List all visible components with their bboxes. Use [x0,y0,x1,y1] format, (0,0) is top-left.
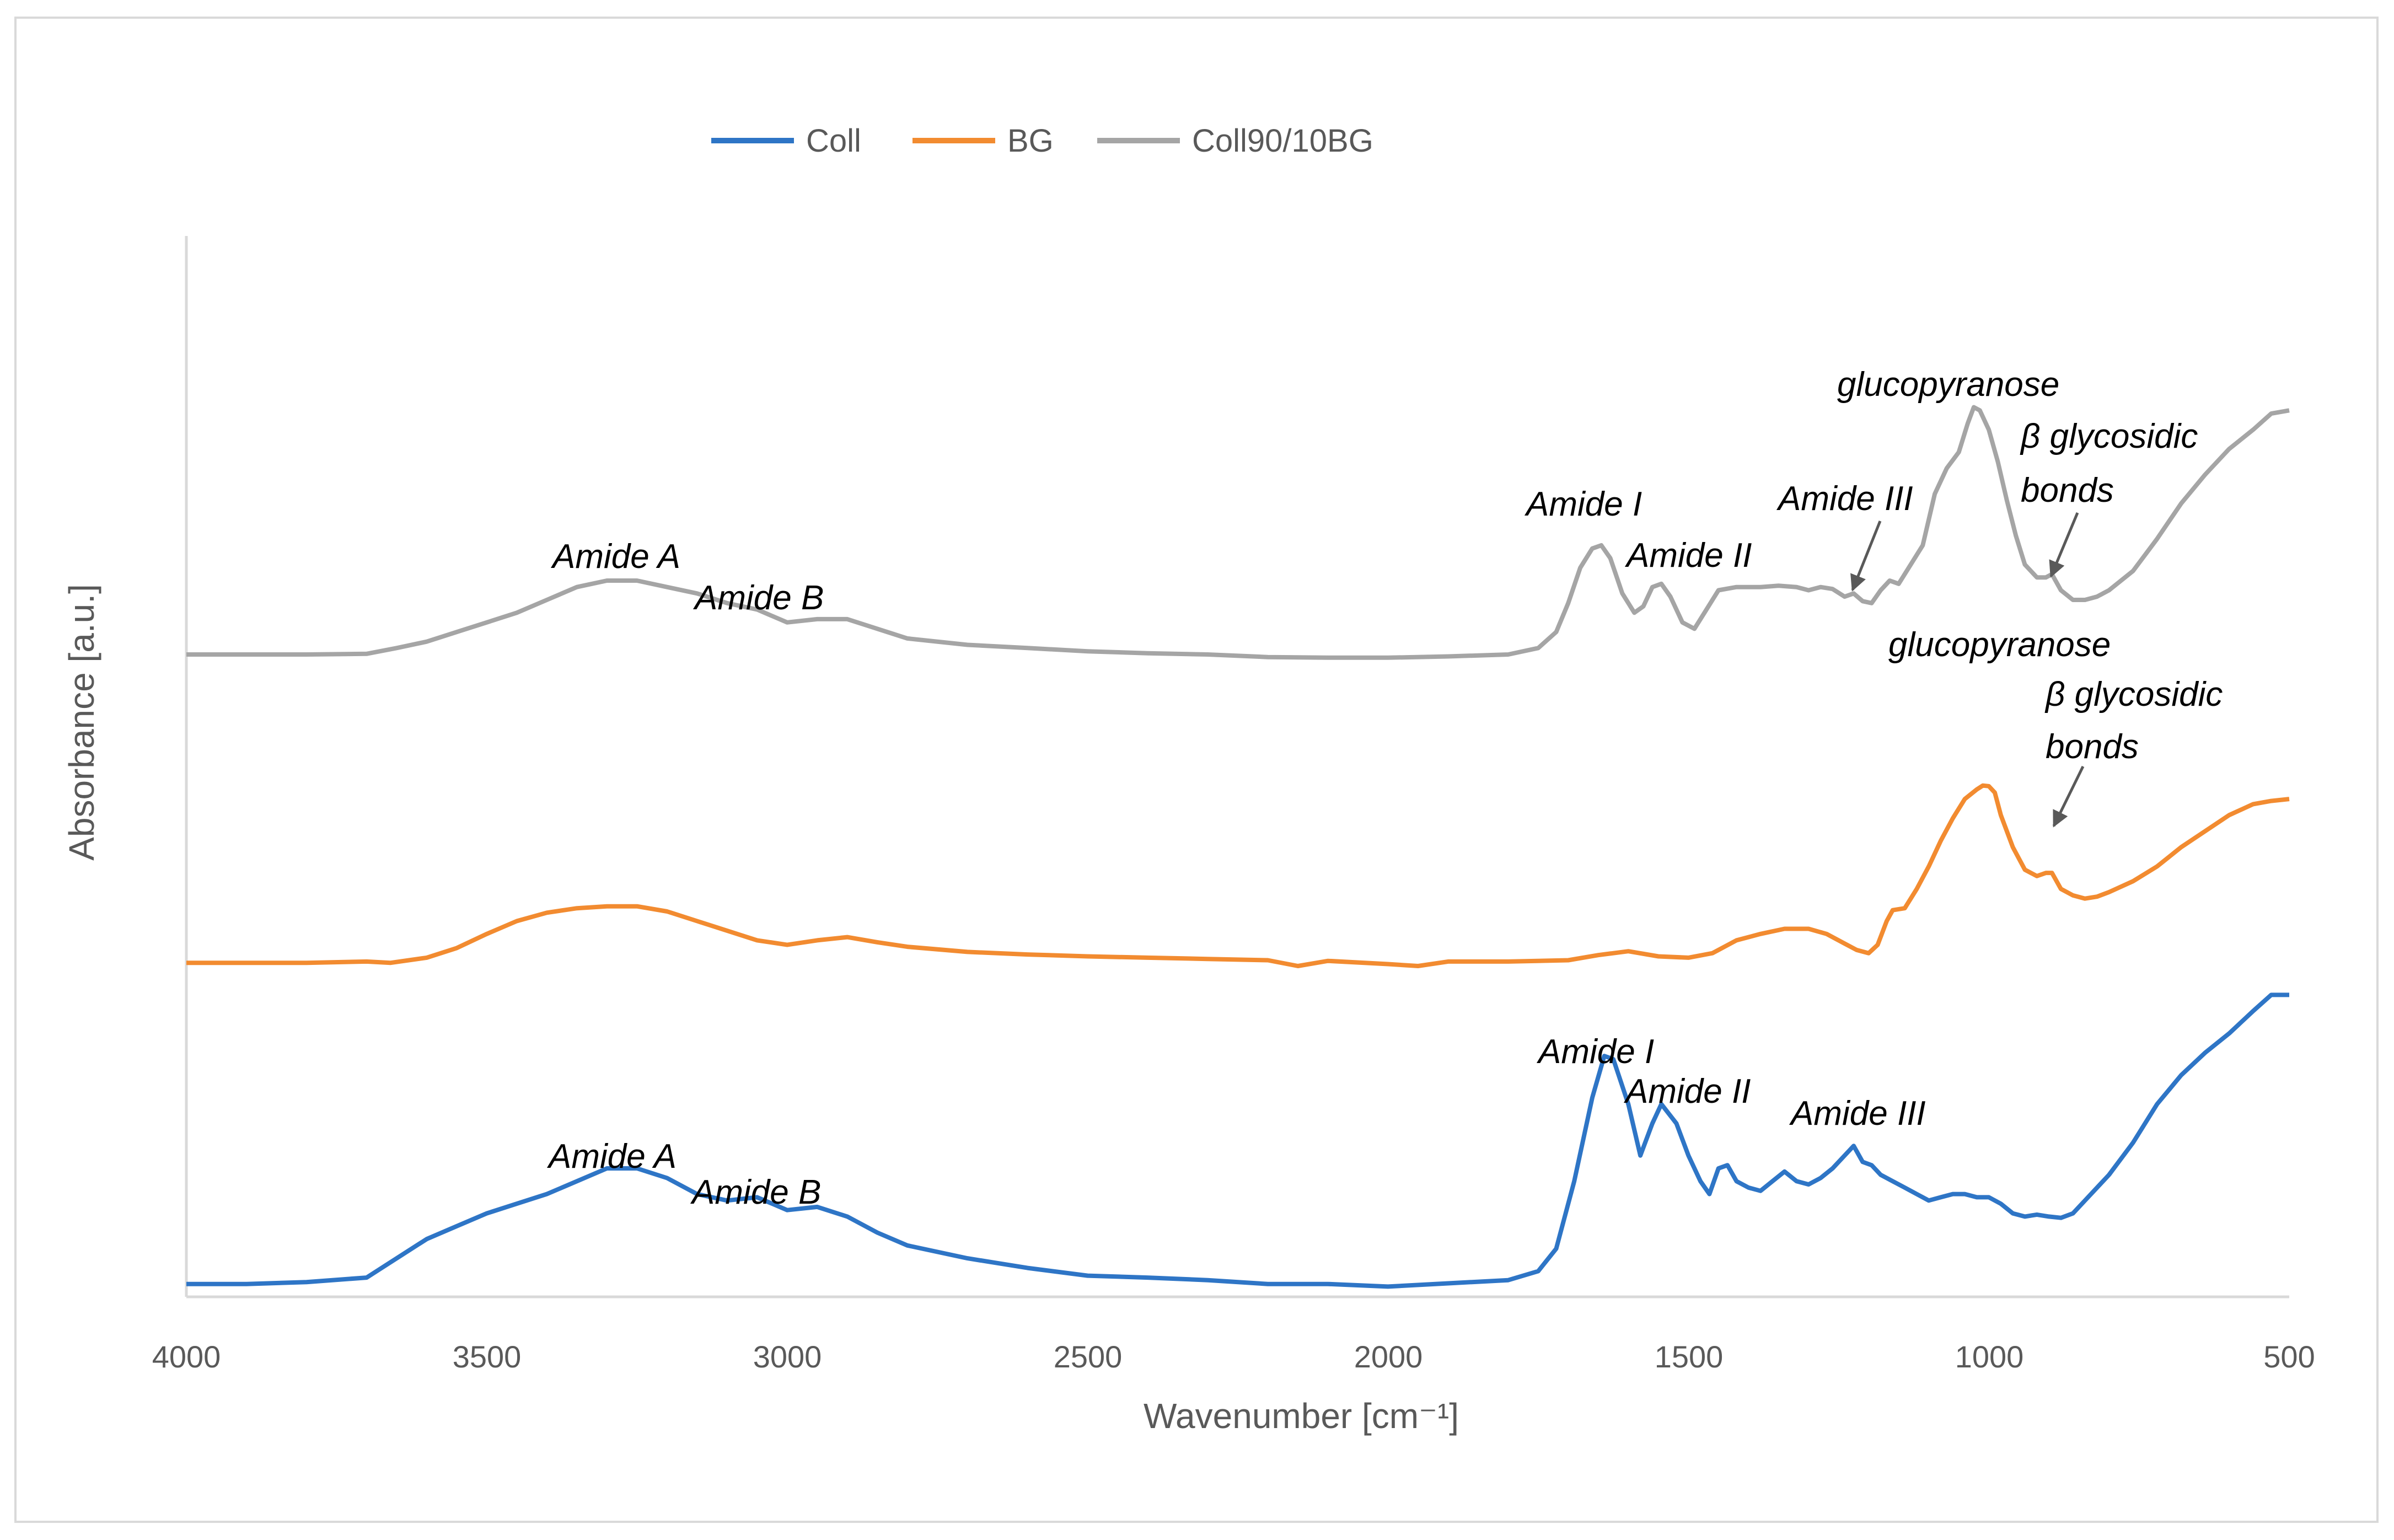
annotation-bg-glycosidic: β glycosidic [2044,675,2223,713]
x-tick-4000: 4000 [152,1339,221,1374]
y-axis-title: Absorbance [a.u.] [62,584,101,861]
annotation-coll-amide-ii: Amide II [1623,1072,1751,1110]
arrow-mix-amide-iii [1850,521,1882,592]
series-line-bg [186,783,2290,968]
legend-label-coll90-10bg: Coll90/10BG [1192,123,1373,159]
x-tick-labels: 4000 3500 3000 2500 2000 1500 1000 500 [152,1339,2315,1374]
series-line-coll [186,992,2289,1289]
annotation-mix-amide-i: Amide I [1524,485,1642,523]
legend: Coll BG Coll90/10BG [711,123,1373,159]
annotation-coll-amide-a: Amide A [546,1137,677,1176]
x-tick-1500: 1500 [1655,1339,1724,1374]
x-tick-2500: 2500 [1054,1339,1123,1374]
annotation-coll-amide-b: Amide B [690,1173,821,1211]
arrow-bg-glycosidic [2052,765,2085,828]
chart-frame [14,17,2379,1523]
annotation-bg-glucopyranose: glucopyranose [1888,626,2111,664]
annotation-mix-glycosidic: β glycosidic [2020,417,2198,455]
x-axis-title: Wavenumber [cm⁻¹] [1144,1396,1459,1436]
annotation-mix-amide-b: Amide B [693,579,824,617]
annotation-mix-amide-iii: Amide III [1776,480,1913,518]
x-tick-2000: 2000 [1354,1339,1423,1374]
annotation-mix-bonds: bonds [2021,471,2114,509]
annotation-coll-amide-iii: Amide III [1789,1094,1926,1133]
annotation-coll-amide-i: Amide I [1536,1033,1654,1071]
legend-label-bg: BG [1007,123,1054,159]
legend-label-coll: Coll [806,123,861,159]
arrow-mix-glycosidic [2049,512,2079,578]
annotation-mix-amide-a: Amide A [550,538,680,576]
x-tick-500: 500 [2263,1339,2315,1374]
annotation-mix-amide-ii: Amide II [1624,536,1752,575]
series-line-coll90-10bg [186,405,2290,660]
annotation-mix-glucopyranose: glucopyranose [1837,366,2059,404]
annotation-bg-bonds: bonds [2046,728,2139,766]
x-tick-3000: 3000 [753,1339,822,1374]
x-tick-3500: 3500 [453,1339,522,1374]
x-tick-1000: 1000 [1955,1339,2024,1374]
